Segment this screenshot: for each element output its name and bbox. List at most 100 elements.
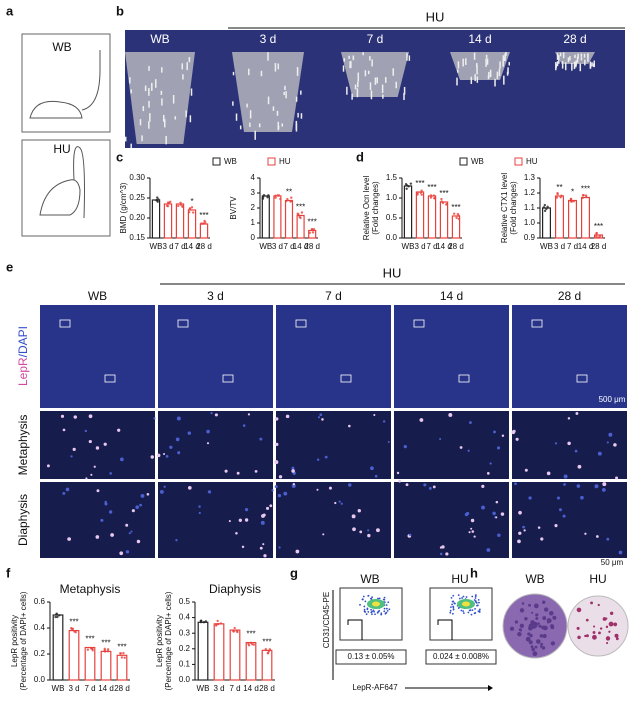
cell bbox=[554, 442, 558, 445]
dot bbox=[546, 205, 549, 209]
event bbox=[452, 608, 455, 611]
dot bbox=[70, 627, 74, 631]
trabecula bbox=[498, 68, 501, 77]
colony bbox=[531, 647, 535, 652]
cell bbox=[136, 539, 141, 544]
trabecula bbox=[276, 110, 279, 116]
cell bbox=[163, 452, 166, 455]
trabecula bbox=[502, 55, 505, 61]
dot bbox=[457, 217, 461, 221]
colony bbox=[521, 602, 525, 605]
event bbox=[364, 600, 367, 603]
trabecula bbox=[564, 62, 567, 71]
event bbox=[461, 597, 463, 599]
cell bbox=[88, 439, 92, 444]
cell bbox=[271, 489, 274, 492]
cell bbox=[206, 429, 210, 434]
event bbox=[380, 613, 383, 616]
trabecula bbox=[260, 70, 263, 77]
x-tick-label: 7 d bbox=[84, 684, 95, 693]
roi-box bbox=[576, 374, 588, 383]
trabecula bbox=[351, 93, 353, 100]
cell bbox=[72, 447, 76, 452]
event bbox=[477, 610, 480, 613]
trabecula bbox=[369, 82, 372, 90]
event bbox=[471, 609, 474, 612]
event bbox=[380, 612, 383, 615]
significance: *** bbox=[199, 211, 208, 220]
legend-label: HU bbox=[526, 157, 538, 166]
trabecula bbox=[274, 63, 277, 72]
bar bbox=[296, 214, 305, 239]
roi-box bbox=[104, 374, 116, 383]
cell bbox=[359, 530, 363, 534]
y-axis-label: CD31/CD45-PE bbox=[322, 592, 331, 648]
trabecula bbox=[562, 52, 565, 59]
dot bbox=[262, 193, 266, 197]
cell bbox=[517, 539, 521, 544]
trabecula bbox=[161, 67, 163, 73]
cell bbox=[291, 466, 295, 470]
trabecula bbox=[186, 62, 188, 71]
dot bbox=[595, 235, 598, 238]
event bbox=[474, 611, 477, 614]
colony bbox=[613, 622, 618, 627]
x-tick-label: 14 d bbox=[98, 684, 114, 693]
bar bbox=[580, 196, 590, 239]
cell bbox=[88, 414, 93, 419]
cell bbox=[207, 490, 212, 494]
roi-box bbox=[531, 319, 543, 328]
cell bbox=[348, 424, 351, 428]
y-tick-label: 1 bbox=[251, 218, 256, 227]
stain-label: LepR/DAPI bbox=[16, 326, 30, 386]
trabecula bbox=[232, 101, 234, 106]
if-image bbox=[276, 482, 391, 558]
cell bbox=[459, 446, 463, 449]
trabecula bbox=[357, 72, 360, 82]
cell bbox=[464, 512, 469, 517]
colony bbox=[535, 616, 539, 620]
cell bbox=[396, 471, 400, 475]
column-label: 7 d bbox=[367, 32, 384, 46]
trabecula bbox=[593, 60, 595, 68]
colony bbox=[530, 620, 535, 625]
dot bbox=[188, 207, 191, 211]
flow-plot bbox=[429, 587, 493, 641]
trabecula bbox=[569, 56, 571, 61]
event bbox=[365, 613, 368, 616]
colony bbox=[528, 640, 533, 645]
dot bbox=[308, 231, 311, 235]
trabecula bbox=[403, 86, 406, 95]
y-tick-label: 0.0 bbox=[179, 675, 191, 684]
cell bbox=[595, 535, 599, 538]
bar bbox=[308, 229, 317, 239]
event bbox=[371, 596, 373, 599]
cell bbox=[84, 429, 87, 433]
cage bbox=[21, 33, 111, 133]
event bbox=[474, 595, 477, 598]
cell bbox=[486, 548, 491, 552]
y-axis-label: LepR positivity bbox=[10, 615, 19, 667]
x-tick-label: 3 d bbox=[68, 684, 79, 693]
cell bbox=[367, 529, 370, 532]
roi-box bbox=[222, 374, 234, 383]
trabecula bbox=[343, 58, 346, 62]
bar bbox=[52, 614, 64, 681]
trabecula bbox=[382, 94, 384, 99]
dot bbox=[179, 201, 182, 204]
cell bbox=[580, 495, 584, 500]
colony bbox=[585, 618, 589, 622]
column-label: 3 d bbox=[207, 289, 224, 303]
cell bbox=[283, 491, 288, 496]
cell bbox=[176, 416, 181, 421]
cell bbox=[260, 520, 265, 525]
colony bbox=[590, 601, 593, 605]
dot bbox=[103, 650, 107, 653]
significance: *** bbox=[101, 639, 110, 648]
cell bbox=[597, 451, 602, 456]
row-label: Diaphysis bbox=[16, 494, 30, 546]
colony bbox=[524, 617, 528, 621]
trabecula bbox=[350, 61, 352, 69]
if-image bbox=[276, 305, 391, 408]
event bbox=[462, 595, 465, 598]
